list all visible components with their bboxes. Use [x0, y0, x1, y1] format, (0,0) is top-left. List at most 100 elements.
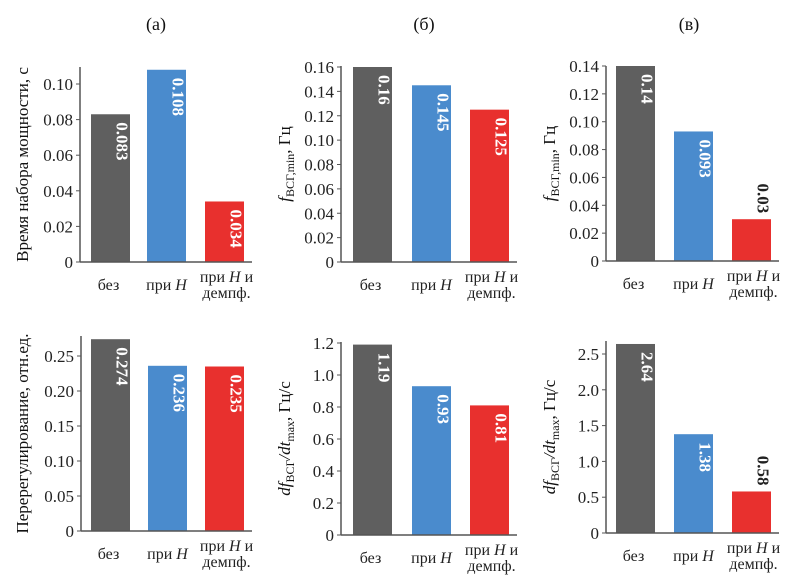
category-text: и	[241, 269, 254, 286]
bar-pri-h-demp	[470, 109, 509, 262]
category-text: при	[200, 269, 229, 286]
y-tick-label: 0.10	[569, 113, 599, 132]
category-text: при	[727, 268, 756, 285]
category-text: при	[200, 538, 229, 555]
y-tick-label: 0.02	[43, 217, 73, 236]
panel-title: (б)	[413, 14, 434, 35]
category-text: при	[147, 546, 176, 563]
category-text: при	[727, 540, 756, 557]
category-symbol: H	[228, 538, 242, 555]
bar-value-label: 0.58	[754, 456, 773, 486]
bar-value-label: 0.16	[375, 75, 394, 105]
x-category-label: демпф.	[729, 284, 777, 301]
ylabel-part: , Гц	[540, 126, 559, 153]
bar-value-label: 1.19	[375, 353, 394, 383]
x-category-label: демпф.	[202, 285, 250, 302]
x-category-label: при H	[411, 277, 453, 294]
y-tick-label: 0.06	[569, 168, 599, 187]
bar-pri-h	[674, 434, 713, 533]
bar-pri-h	[147, 69, 186, 262]
bar-pri-h	[412, 85, 451, 262]
y-tick-label: 0.10	[304, 131, 334, 150]
category-text: при	[465, 542, 494, 559]
bar-bez	[353, 344, 392, 535]
y-tick-label: 0.5	[578, 488, 599, 507]
x-category-label: демпф.	[467, 285, 515, 302]
x-category-label: демпф.	[202, 554, 250, 571]
ylabel-subscript: ВСГ	[283, 460, 297, 483]
y-tick-label: 1.5	[578, 417, 599, 436]
y-tick-label: 0.02	[569, 224, 599, 243]
x-category-label: без	[623, 276, 645, 293]
y-tick-label: 0.04	[43, 182, 73, 201]
ylabel-subscript: ВСГ,min	[548, 153, 562, 196]
bar-pri-h-demp	[732, 219, 771, 261]
bar-pri-h	[412, 386, 451, 535]
category-text: при	[146, 277, 175, 294]
x-category-label: при H и	[465, 542, 519, 559]
category-text: при	[465, 269, 494, 286]
y-axis-label: fВСГ,min, Гц	[540, 126, 562, 201]
y-tick-label: 0.16	[304, 58, 334, 77]
y-tick-label: 0.15	[44, 417, 74, 436]
category-text: и	[768, 268, 781, 285]
y-tick-label: 1.2	[313, 334, 334, 353]
category-text: и	[768, 540, 781, 557]
x-category-label: при H	[673, 276, 715, 293]
y-tick-label: 0.6	[313, 430, 334, 449]
y-tick-label: 0	[591, 524, 600, 543]
x-category-label: демпф.	[467, 558, 515, 575]
bar-value-label: 0.81	[492, 413, 511, 443]
y-tick-label: 0.08	[43, 111, 73, 130]
y-tick-label: 0.20	[44, 382, 74, 401]
x-category-label: при H	[411, 550, 453, 567]
bar-bez	[616, 66, 655, 261]
ylabel-subscript: ВСГ,min	[283, 154, 297, 197]
x-category-label: при H и	[727, 268, 781, 285]
bar-pri-h-demp	[205, 366, 244, 531]
ylabel-part: /dt	[540, 439, 559, 459]
bar-pri-h-demp	[205, 201, 244, 262]
category-symbol: H	[228, 269, 242, 286]
x-category-label: при H	[146, 277, 188, 294]
bar-bez	[616, 343, 655, 533]
x-category-label: демпф.	[729, 556, 777, 573]
category-symbol: H	[174, 277, 188, 294]
y-tick-label: 0.4	[313, 462, 335, 481]
y-tick-label: 1.0	[578, 452, 599, 471]
panel-title: (а)	[146, 14, 166, 35]
y-axis-label: fВСГ,min, Гц	[275, 126, 297, 201]
category-symbol: H	[701, 276, 715, 293]
ylabel-subscript: max	[283, 421, 297, 442]
panel-a-bottom: 0.274 0.236 0.235 0 0.05 0.10 0.15 0.20 0.25 без п…	[13, 333, 254, 571]
y-tick-label: 0	[66, 522, 75, 541]
x-category-label: при H и	[200, 269, 254, 286]
bar-bez	[91, 339, 130, 531]
bar-value-label: 1.38	[696, 442, 715, 472]
y-tick-label: 0.02	[304, 229, 334, 248]
bar-value-label: 0.093	[696, 139, 715, 177]
y-tick-label: 0.08	[304, 156, 334, 175]
bar-value-label: 0.083	[113, 122, 132, 160]
bar-value-label: 0.125	[492, 118, 511, 156]
panel-c-top: (в) 0.14 0.093 0.03 0 0.02 0.04 0.06 0.08 0.10 0.1…	[540, 14, 781, 301]
y-tick-label: 0.06	[43, 146, 73, 165]
category-symbol: H	[493, 542, 507, 559]
category-symbol: H	[439, 277, 453, 294]
x-category-label: при H	[147, 546, 189, 563]
y-axis-label: dfВСГ/dtmax, Гц/с	[540, 379, 562, 494]
ylabel-part: f	[540, 194, 559, 201]
y-tick-label: 0.12	[569, 85, 599, 104]
ylabel-part: , Гц/с	[275, 381, 294, 421]
y-tick-label: 0.12	[304, 107, 334, 126]
bar-value-label: 0.93	[434, 394, 453, 424]
x-category-label: при H и	[200, 538, 254, 555]
category-symbol: H	[175, 546, 189, 563]
ylabel-part: /dt	[275, 440, 294, 460]
bar-pri-h	[674, 131, 713, 261]
category-symbol: H	[701, 548, 715, 565]
y-axis-label: Время набора мощности, с	[13, 67, 32, 262]
x-category-label: при H и	[465, 269, 519, 286]
bar-value-label: 0.235	[227, 375, 246, 413]
